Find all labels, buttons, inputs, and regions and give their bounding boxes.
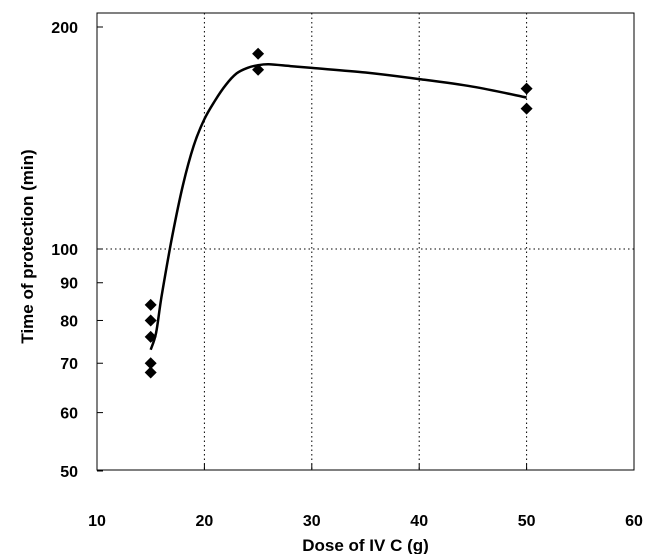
y-tick-label: 50 <box>60 464 78 481</box>
data-point <box>520 102 533 115</box>
data-point <box>252 63 265 76</box>
data-point <box>252 47 265 60</box>
x-tick-label: 20 <box>196 513 214 530</box>
fit-curve-layer <box>149 63 527 351</box>
x-axis-title: Dose of IV C (g) <box>302 536 429 554</box>
data-point <box>144 298 157 311</box>
y-tick-label: 100 <box>51 242 78 259</box>
x-tick-label: 40 <box>410 513 428 530</box>
y-tick-label: 200 <box>51 20 78 37</box>
x-tick-label: 50 <box>518 513 536 530</box>
axis-ticks <box>96 26 635 472</box>
y-tick-label: 90 <box>60 276 78 293</box>
y-tick-label: 80 <box>60 313 78 330</box>
y-tick-label: 60 <box>60 406 78 423</box>
data-points <box>144 47 533 379</box>
x-tick-label: 30 <box>303 513 321 530</box>
data-point <box>520 82 533 95</box>
x-tick-label: 10 <box>88 513 106 530</box>
data-point <box>144 357 157 370</box>
plot-frame <box>96 12 635 471</box>
y-axis-title: Time of protection (min) <box>18 149 37 343</box>
fit-curve <box>149 63 527 351</box>
data-point <box>144 330 157 343</box>
x-tick-label: 60 <box>625 513 643 530</box>
y-tick-labels: 50 60 70 80 90 100 200 <box>51 20 78 481</box>
data-point <box>144 366 157 379</box>
y-tick-label: 70 <box>60 356 78 373</box>
x-tick-labels: 10 20 30 40 50 60 <box>88 513 643 530</box>
grid-lines <box>97 13 634 470</box>
data-point <box>144 314 157 327</box>
